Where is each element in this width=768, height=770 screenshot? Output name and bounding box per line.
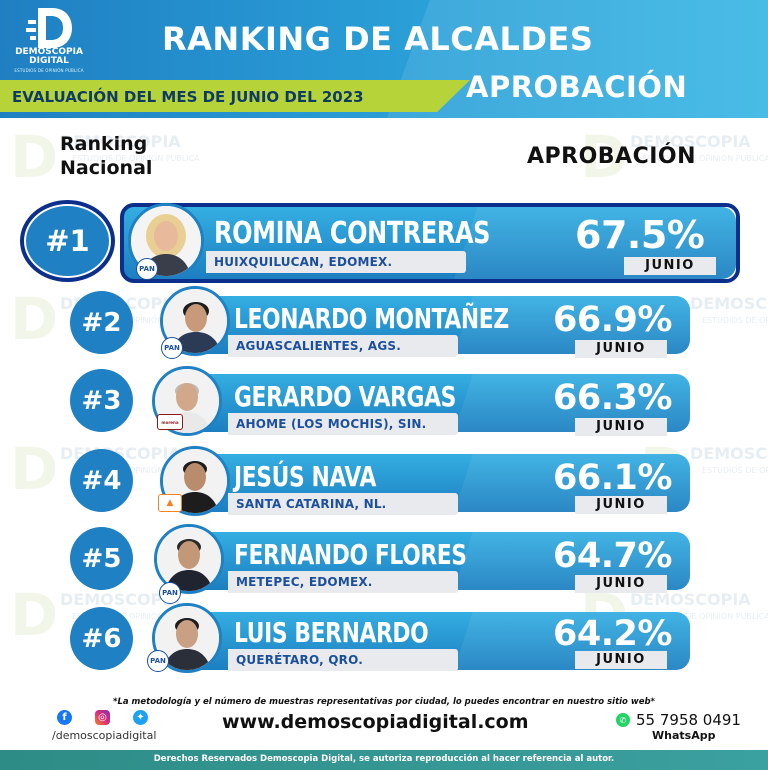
- month-label: JUNIO: [596, 576, 646, 591]
- approval-value: 67.5%: [575, 213, 705, 257]
- avatar: [160, 446, 230, 516]
- mayor-location: QUERÉTARO, QRO.: [236, 653, 363, 667]
- phone-number[interactable]: 55 7958 0491: [636, 711, 741, 729]
- location-bar: HUIXQUILUCAN, EDOMEX.: [206, 251, 466, 273]
- approval-column-header: APROBACIÓN: [527, 144, 697, 169]
- month-label: JUNIO: [596, 419, 646, 434]
- approval-value: 66.9%: [553, 300, 672, 340]
- approval-value: 64.7%: [553, 536, 672, 576]
- brand-name: DEMOSCOPIA DIGITAL: [8, 48, 90, 66]
- location-bar: QUERÉTARO, QRO.: [228, 649, 458, 671]
- page-title: RANKING DE ALCALDES: [162, 20, 594, 58]
- month-tag: JUNIO: [575, 575, 667, 593]
- rank-badge: #5: [70, 527, 133, 590]
- highlight-ring: [20, 200, 115, 282]
- month-tag: JUNIO: [575, 496, 667, 514]
- rank-header-line1: Ranking: [60, 133, 148, 155]
- header-banner: DEMOSCOPIA DIGITAL ESTUDIOS DE OPINIÓN P…: [0, 0, 768, 118]
- mayor-location: AGUASCALIENTES, AGS.: [236, 339, 401, 353]
- rank-badge: #6: [70, 607, 133, 670]
- brand-tagline: ESTUDIOS DE OPINIÓN PÚBLICA: [14, 68, 84, 73]
- whatsapp-icon[interactable]: ✆: [616, 713, 630, 727]
- pan-logo-icon: PAN: [147, 650, 169, 672]
- highlight-frame: [120, 203, 740, 283]
- mayor-location: HUIXQUILUCAN, EDOMEX.: [214, 255, 393, 269]
- movimiento-ciudadano-logo-icon: ▲: [158, 494, 182, 512]
- approval-value: 66.3%: [553, 378, 672, 418]
- mayor-location: METEPEC, EDOMEX.: [236, 575, 373, 589]
- rank-column-header: Ranking Nacional: [60, 132, 152, 180]
- morena-logo-icon: morena: [157, 414, 183, 430]
- copyright-text: Derechos Reservados Demoscopia Digital, …: [153, 754, 615, 764]
- month-label: JUNIO: [596, 341, 646, 356]
- mayor-location: AHOME (LOS MOCHIS), SIN.: [236, 417, 427, 431]
- month-label: JUNIO: [596, 497, 646, 512]
- location-bar: AHOME (LOS MOCHIS), SIN.: [228, 413, 458, 435]
- month-tag: JUNIO: [575, 651, 667, 669]
- approval-value: 66.1%: [553, 458, 672, 498]
- mayor-name: LUIS BERNARDO: [234, 616, 429, 649]
- rank-badge: #1: [26, 206, 109, 276]
- rank-badge: #3: [70, 369, 133, 432]
- brand-name-line1: DEMOSCOPIA: [15, 47, 83, 57]
- month-label: JUNIO: [645, 258, 695, 273]
- month-tag: JUNIO: [624, 257, 716, 275]
- month-tag: JUNIO: [575, 418, 667, 436]
- page-subtitle: APROBACIÓN: [466, 70, 688, 104]
- pan-logo-icon: PAN: [159, 582, 181, 604]
- copyright-bar: Derechos Reservados Demoscopia Digital, …: [0, 750, 768, 770]
- mayor-location: SANTA CATARINA, NL.: [236, 497, 387, 511]
- avatar: [154, 524, 224, 594]
- pan-logo-icon: PAN: [161, 337, 183, 359]
- brand-name-line2: DIGITAL: [29, 56, 69, 66]
- location-bar: METEPEC, EDOMEX.: [228, 571, 458, 593]
- period-bar: [0, 80, 470, 112]
- social-handle[interactable]: /demoscopiadigital: [52, 729, 157, 742]
- location-bar: SANTA CATARINA, NL.: [228, 493, 458, 515]
- rank-badge: #4: [70, 449, 133, 512]
- mayor-name: ROMINA CONTRERAS: [214, 216, 490, 251]
- mayor-name: LEONARDO MONTAÑEZ: [234, 302, 509, 335]
- mayor-name: JESÚS NAVA: [234, 460, 376, 493]
- approval-value: 64.2%: [553, 614, 672, 654]
- period-text: EVALUACIÓN DEL MES DE JUNIO DEL 2023: [12, 88, 364, 106]
- methodology-note: *La metodología y el número de muestras …: [113, 697, 655, 707]
- location-bar: AGUASCALIENTES, AGS.: [228, 335, 458, 357]
- month-label: JUNIO: [596, 652, 646, 667]
- whatsapp-label: WhatsApp: [652, 729, 716, 742]
- instagram-icon[interactable]: ◎: [95, 710, 110, 725]
- facebook-icon[interactable]: f: [57, 710, 72, 725]
- rank-header-line2: Nacional: [60, 157, 153, 179]
- brand-d-icon: [26, 8, 72, 48]
- website-link[interactable]: www.demoscopiadigital.com: [222, 711, 529, 733]
- mayor-name: FERNANDO FLORES: [234, 538, 467, 571]
- mayor-name: GERARDO VARGAS: [234, 380, 456, 413]
- pan-logo-icon: PAN: [136, 258, 158, 280]
- month-tag: JUNIO: [575, 340, 667, 358]
- rank-badge: #2: [70, 291, 133, 354]
- twitter-icon[interactable]: ✦: [133, 710, 148, 725]
- brand-logo: DEMOSCOPIA DIGITAL ESTUDIOS DE OPINIÓN P…: [8, 6, 90, 76]
